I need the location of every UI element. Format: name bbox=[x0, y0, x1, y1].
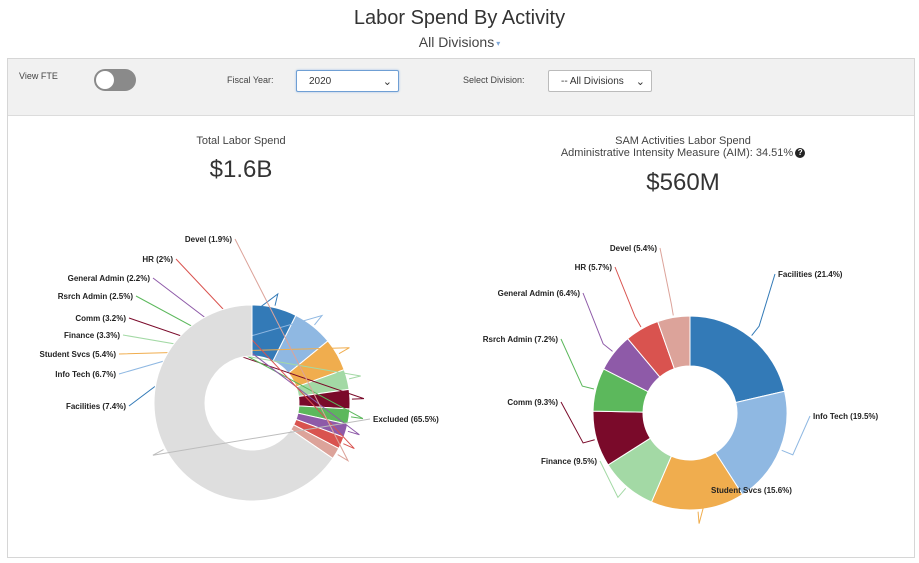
help-icon[interactable]: ? bbox=[795, 148, 806, 159]
leader-line bbox=[582, 292, 613, 352]
slice-label: Excluded (65.5%) bbox=[373, 415, 439, 424]
slice-label: HR (5.7%) bbox=[575, 263, 613, 272]
slice-label: Facilities (21.4%) bbox=[778, 270, 843, 279]
sam-labor-donut: Facilities (21.4%) Info Tech (19.5%) Stude… bbox=[483, 244, 879, 524]
aim-subtitle: Administrative Intensity Measure (AIM): … bbox=[508, 147, 858, 159]
toggle-knob[interactable] bbox=[96, 71, 114, 89]
aim-text: Administrative Intensity Measure (AIM): … bbox=[560, 147, 794, 159]
slice-label: Comm (3.2%) bbox=[75, 314, 126, 323]
sam-labor-title: SAM Activities Labor Spend bbox=[615, 135, 751, 147]
leader-line bbox=[599, 460, 627, 499]
slice-label: Finance (3.3%) bbox=[64, 331, 120, 340]
slice-label: Devel (1.9%) bbox=[185, 235, 232, 244]
slice-label: Info Tech (6.7%) bbox=[55, 370, 116, 379]
pie-slice-sam-0[interactable] bbox=[689, 315, 786, 404]
leader-line bbox=[560, 401, 595, 444]
leader-line bbox=[659, 247, 674, 316]
division-select[interactable]: -- All Divisions ⌄ bbox=[548, 70, 652, 92]
page-title: Labor Spend By Activity bbox=[353, 7, 566, 29]
slice-label: Facilities (7.4%) bbox=[66, 402, 126, 411]
sam-labor-value: $560M bbox=[646, 169, 720, 196]
leader-line bbox=[152, 418, 371, 456]
slice-label: HR (2%) bbox=[142, 255, 173, 264]
pie-slice-sam-8[interactable] bbox=[657, 315, 691, 370]
total-labor-donut: Facilities (7.4%) Info Tech (6.7%) Student… bbox=[40, 235, 439, 502]
fiscal-year-value[interactable]: 2020 bbox=[309, 76, 332, 87]
dashboard-panel: View FTE Fiscal Year: 2020 ⌄ Select Divi… bbox=[7, 58, 915, 558]
filter-toolbar: View FTE Fiscal Year: 2020 ⌄ Select Divi… bbox=[8, 59, 914, 116]
view-fte-label: View FTE bbox=[19, 71, 58, 81]
total-labor-title: Total Labor Spend bbox=[196, 135, 286, 147]
slice-label: Finance (9.5%) bbox=[541, 457, 597, 466]
slice-label: Student Svcs (15.6%) bbox=[711, 486, 792, 495]
fiscal-year-select[interactable]: 2020 ⌄ bbox=[296, 70, 399, 92]
slice-label: Rsrch Admin (7.2%) bbox=[483, 335, 559, 344]
division-dropdown-link[interactable]: All Divisions ▾ bbox=[0, 34, 919, 50]
slice-label: General Admin (6.4%) bbox=[498, 289, 581, 298]
slice-label: Comm (9.3%) bbox=[507, 398, 558, 407]
pie-slice-total-9[interactable] bbox=[153, 304, 334, 502]
chevron-down-icon[interactable]: ⌄ bbox=[382, 76, 392, 88]
caret-down-icon[interactable]: ▾ bbox=[496, 38, 501, 48]
slice-label: General Admin (2.2%) bbox=[68, 274, 151, 283]
leader-line bbox=[697, 489, 709, 524]
leader-line bbox=[751, 273, 776, 336]
fiscal-year-label: Fiscal Year: bbox=[227, 75, 274, 85]
leader-line bbox=[614, 266, 642, 328]
chevron-down-icon[interactable]: ⌄ bbox=[635, 76, 645, 88]
leader-line bbox=[234, 238, 350, 463]
division-name[interactable]: All Divisions bbox=[418, 34, 495, 50]
slice-label: Student Svcs (5.4%) bbox=[40, 350, 117, 359]
leader-line bbox=[781, 415, 811, 456]
view-fte-toggle[interactable] bbox=[94, 69, 136, 91]
total-labor-value: $1.6B bbox=[209, 156, 273, 183]
slice-label: Devel (5.4%) bbox=[610, 244, 657, 253]
leader-line bbox=[560, 338, 595, 390]
slice-label: Info Tech (19.5%) bbox=[813, 412, 879, 421]
slice-label: Rsrch Admin (2.5%) bbox=[58, 292, 134, 301]
division-select-value[interactable]: -- All Divisions bbox=[561, 76, 624, 87]
charts-svg: Facilities (7.4%) Info Tech (6.7%) Student… bbox=[40, 235, 879, 524]
select-division-label: Select Division: bbox=[463, 75, 525, 85]
